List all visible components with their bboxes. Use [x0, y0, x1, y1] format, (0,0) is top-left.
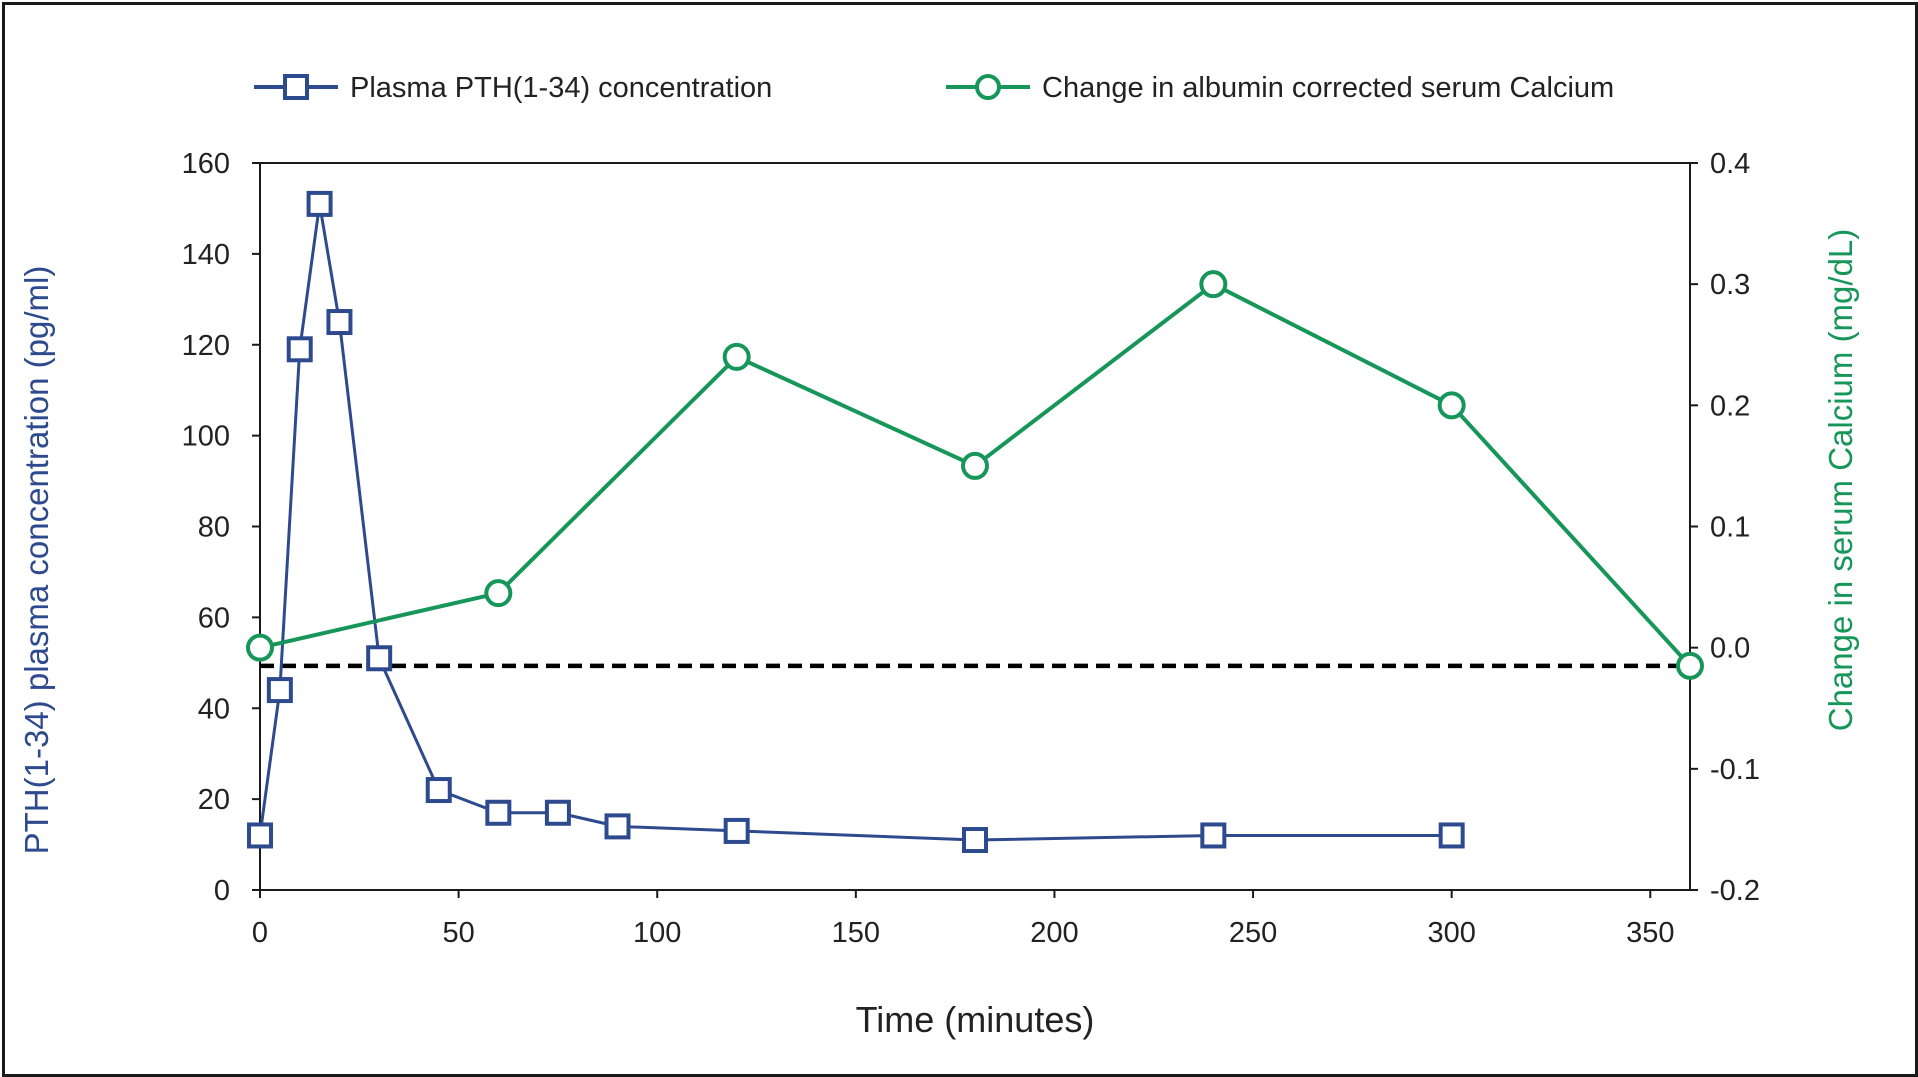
y-axis-right: -0.2 -0.1 0.0 0.1 0.2 0.3 0.4	[1690, 148, 1760, 907]
y-right-tick-label-3: 0.1	[1710, 512, 1750, 544]
y-left-tick-label-7: 140	[182, 239, 230, 271]
data-point-calcium-0	[246, 633, 274, 662]
x-tick-label-0: 0	[252, 917, 268, 949]
y-left-tick-label-5: 100	[182, 421, 230, 453]
data-point-pth-4	[326, 309, 353, 336]
data-point-calcium-5	[1437, 391, 1466, 420]
plot-area	[259, 162, 1691, 891]
data-point-pth-8	[544, 799, 571, 826]
x-tick-label-1: 50	[442, 917, 474, 949]
data-point-pth-3	[306, 190, 333, 217]
y-right-tick-label-5: 0.3	[1710, 269, 1750, 301]
data-point-pth-11	[962, 827, 988, 854]
x-tick-label-2: 100	[633, 917, 681, 949]
y-left-tick-label-2: 40	[198, 693, 230, 725]
data-point-pth-1	[266, 677, 293, 704]
series-line-pth	[258, 202, 1452, 842]
y-left-tick-label-1: 20	[198, 784, 230, 816]
data-point-calcium-3	[961, 451, 989, 480]
legend-label-pth: Plasma PTH(1-34) concentration	[350, 72, 772, 104]
data-point-pth-5	[366, 645, 393, 672]
data-point-pth-0	[247, 822, 273, 849]
data-point-pth-10	[723, 817, 750, 844]
data-point-pth-6	[425, 777, 452, 804]
y-left-tick-label-0: 0	[214, 875, 230, 907]
data-point-pth-13	[1438, 822, 1465, 849]
legend-swatch-pth-marker	[283, 74, 309, 100]
x-axis-title: Time (minutes)	[856, 999, 1095, 1040]
x-axis: 0 50 100 150 200 250 300 350	[252, 890, 1674, 949]
y-left-tick-label-3: 60	[198, 602, 230, 634]
legend: Plasma PTH(1-34) concentration Change in…	[254, 72, 1614, 104]
y-axis-left-title: PTH(1-34) plasma concentration (pg/ml)	[18, 266, 55, 855]
data-point-calcium-6	[1676, 651, 1704, 680]
data-point-calcium-4	[1199, 270, 1228, 299]
y-axis-left: 0 20 40 60 80 100 120 140 160	[182, 148, 260, 907]
x-tick-label-6: 300	[1427, 917, 1475, 949]
y-right-tick-label-6: 0.4	[1710, 148, 1750, 180]
data-point-pth-7	[485, 799, 512, 826]
y-axis-right-title: Change in serum Calcium (mg/dL)	[1822, 229, 1859, 732]
y-right-tick-label-2: 0.0	[1710, 633, 1750, 665]
x-tick-label-3: 150	[832, 917, 880, 949]
y-left-tick-label-4: 80	[198, 512, 230, 544]
y-right-tick-label-0: -0.2	[1710, 875, 1760, 907]
x-tick-label-5: 250	[1229, 917, 1277, 949]
data-point-pth-9	[604, 813, 631, 840]
y-right-tick-label-4: 0.2	[1710, 390, 1750, 422]
data-point-pth-2	[286, 336, 313, 363]
data-point-calcium-1	[484, 579, 513, 608]
data-point-pth-12	[1200, 822, 1227, 849]
x-tick-label-4: 200	[1030, 917, 1078, 949]
data-point-calcium-2	[722, 342, 751, 371]
legend-swatch-calcium-marker	[975, 74, 1001, 100]
y-left-tick-label-6: 120	[182, 330, 230, 362]
x-tick-label-7: 350	[1626, 917, 1674, 949]
series-group	[246, 190, 1704, 854]
y-right-tick-label-1: -0.1	[1710, 754, 1760, 786]
legend-label-calcium: Change in albumin corrected serum Calciu…	[1042, 72, 1614, 104]
y-left-tick-label-8: 160	[182, 148, 230, 180]
